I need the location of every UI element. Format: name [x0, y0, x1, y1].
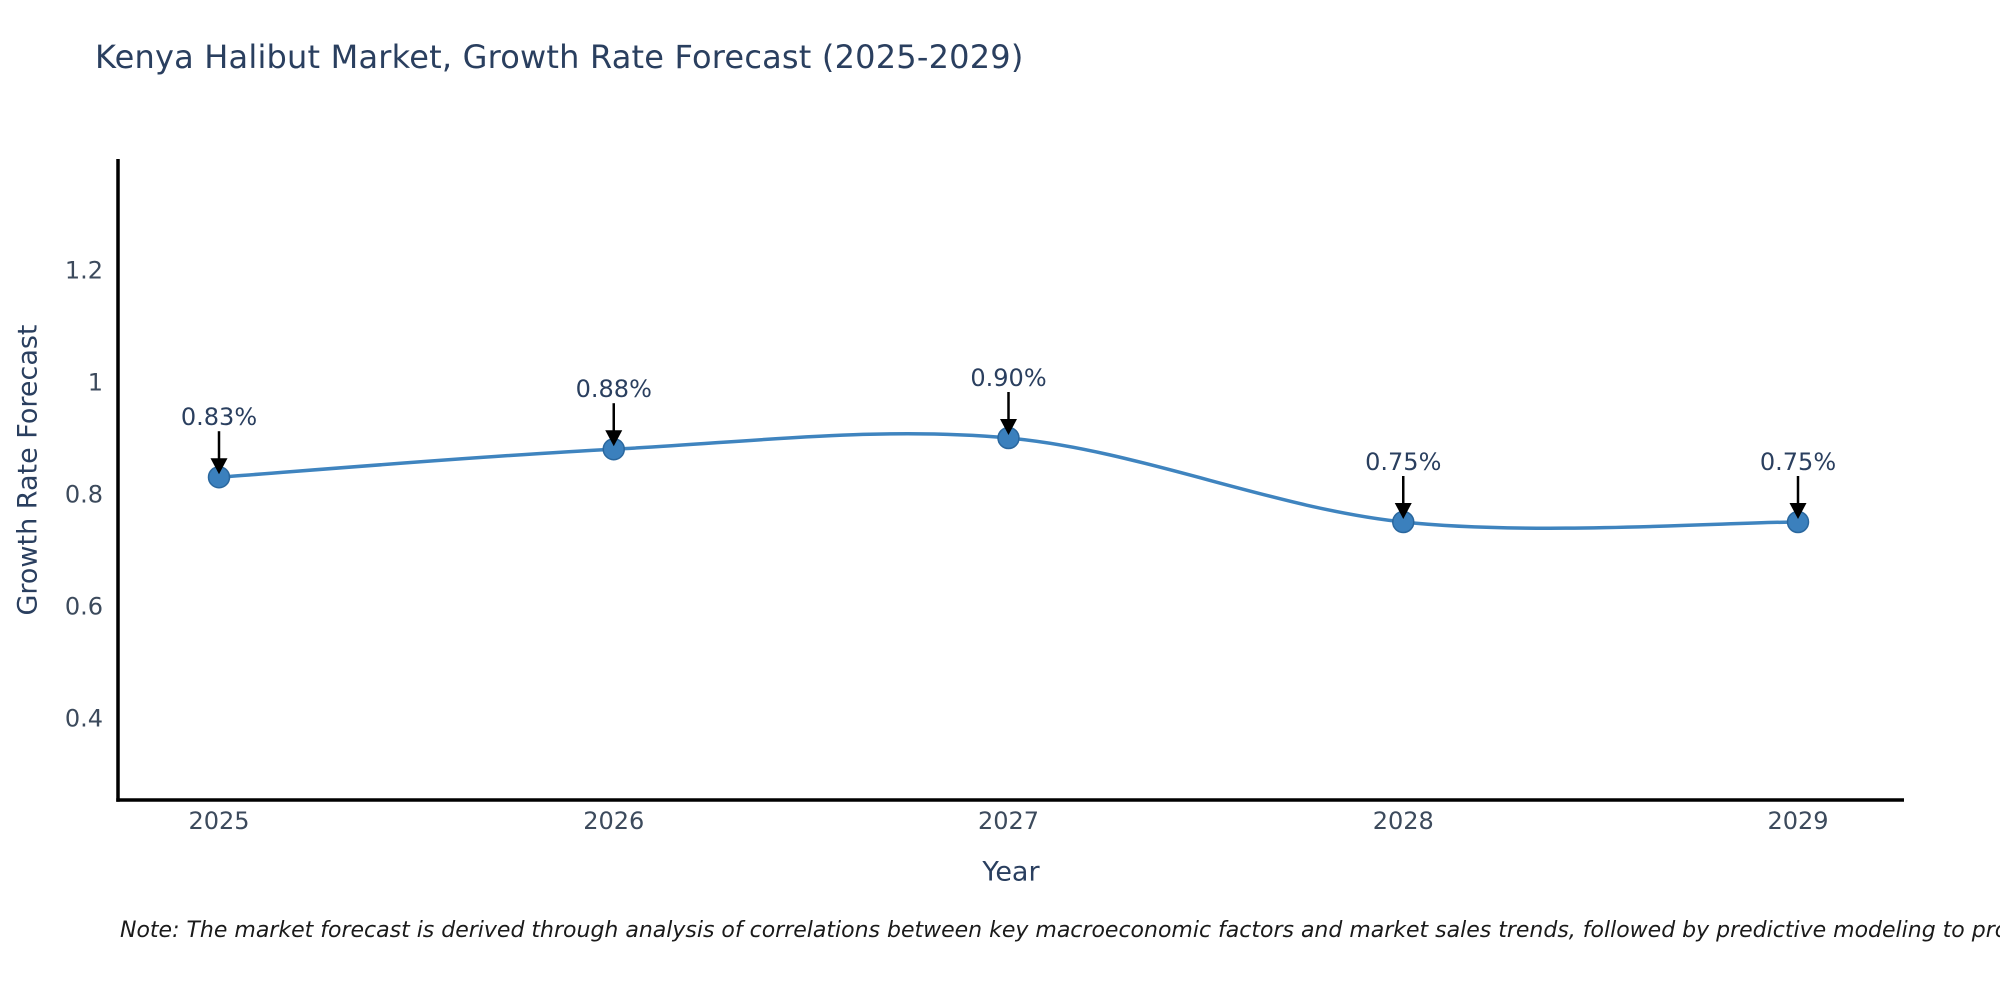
data-label: 0.75% [1760, 448, 1836, 476]
y-tick-label: 1.2 [65, 257, 103, 285]
data-label: 0.75% [1365, 448, 1441, 476]
annotation-arrowhead-icon [605, 430, 623, 447]
chart-title: Kenya Halibut Market, Growth Rate Foreca… [95, 38, 1024, 76]
data-label: 0.90% [970, 364, 1046, 392]
y-tick-label: 1 [88, 369, 103, 397]
x-tick-label: 2026 [583, 807, 644, 835]
annotation-arrowhead-icon [1394, 503, 1412, 519]
y-tick-label: 0.4 [65, 705, 103, 733]
y-tick-label: 0.8 [65, 481, 103, 509]
annotation-arrowhead-icon [1000, 419, 1017, 435]
x-tick-label: 2029 [1767, 807, 1828, 835]
x-axis-title: Year [982, 856, 1040, 888]
x-tick-label: 2025 [188, 807, 249, 835]
data-label: 0.88% [576, 375, 652, 403]
y-tick-label: 0.6 [65, 593, 103, 621]
x-tick-label: 2028 [1373, 807, 1434, 835]
annotation-arrowhead-icon [1789, 503, 1807, 519]
x-tick-label: 2027 [978, 807, 1039, 835]
annotation-arrowhead-icon [210, 458, 228, 475]
footnote: Note: The market forecast is derived thr… [120, 918, 2000, 943]
data-label: 0.83% [181, 403, 257, 431]
